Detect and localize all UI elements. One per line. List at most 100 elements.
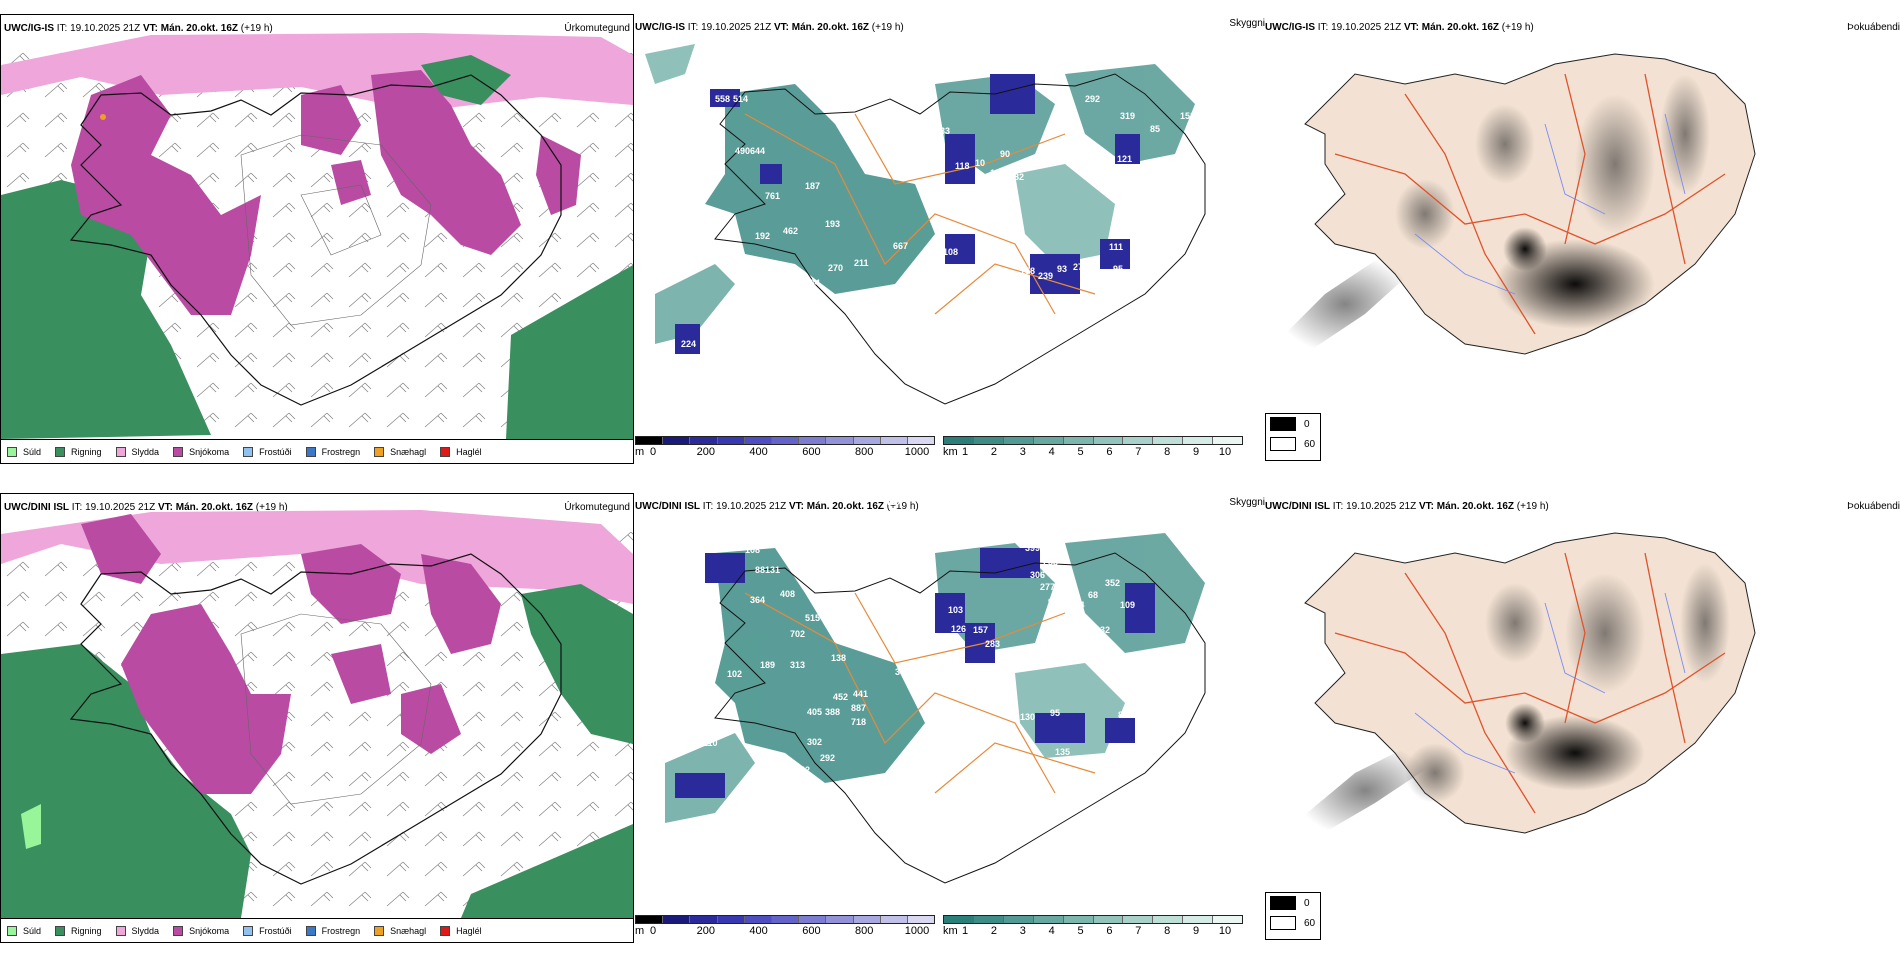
panel-title: UWC/DINI ISL IT: 19.10.2025 21Z VT: Mán.… <box>4 502 288 513</box>
colorbar-tick-label: 600 <box>802 446 821 458</box>
ceiling-label: 118 <box>955 161 970 171</box>
it-value: 19.10.2025 21Z <box>70 23 141 34</box>
legend-swatch <box>440 925 451 936</box>
ceiling-label: 133 <box>935 126 950 136</box>
colorbar-segment <box>944 437 974 444</box>
legend-swatch <box>7 925 17 936</box>
ceiling-label: 388 <box>825 707 840 717</box>
ceiling-colorbar: 0 200 400 600 800 1000 m <box>635 436 935 458</box>
ceiling-label: 90 <box>941 685 951 695</box>
ceiling-label: 306 <box>1030 570 1045 580</box>
ceiling-label: 103 <box>948 605 963 615</box>
ceiling-label: 702 <box>790 629 805 639</box>
legend-swatch <box>305 446 316 457</box>
model-name: UWC/DINI ISL <box>635 501 700 512</box>
colorbar-segment <box>1123 437 1154 444</box>
ceiling-colorbar-ticks: 0 200 400 600 800 1000 <box>635 446 935 458</box>
colorbar-segment <box>880 437 908 444</box>
legend-item-haglel: Haglél <box>440 446 482 457</box>
ceiling-label: 182 <box>1009 172 1024 182</box>
ceiling-label: 84 <box>1118 710 1128 720</box>
colorbar-tick-label: 1 <box>961 925 969 937</box>
colorbar-segment <box>663 916 691 923</box>
ceiling-label: 644 <box>750 146 765 156</box>
colorbar-tick-label: 0 <box>649 446 657 458</box>
legend-item-frostregn: Frostregn <box>305 925 361 936</box>
ceiling-unit: m <box>635 925 645 937</box>
legend-item-haglel: Haglél <box>440 925 482 936</box>
legend-label: Súld <box>23 925 42 936</box>
colorbar-tick-label: 9 <box>1193 925 1200 937</box>
colorbar-tick-label: 7 <box>1135 925 1142 937</box>
ceiling-label: 157 <box>973 625 988 635</box>
lead-time: (+19 h) <box>1501 22 1534 33</box>
ceiling-label: 452 <box>833 692 848 702</box>
cloudiness-legend: 0 60 <box>1265 413 1321 461</box>
visibility-colorbar-strip <box>943 436 1243 445</box>
legend-item-snaehagl: Snæhagl <box>374 925 426 936</box>
colorbar-tick-label: 3 <box>1019 446 1026 458</box>
model-name: UWC/IG-IS <box>4 23 54 34</box>
ceiling-label: 110 <box>703 738 718 748</box>
colorbar-segment <box>799 437 827 444</box>
colorbar-segment <box>744 916 772 923</box>
colorbar-segment <box>1093 437 1124 444</box>
visibility-colorbar: 1 2 3 4 5 6 7 8 9 10 km <box>943 436 1243 458</box>
vt-value: Mán. 20.okt. 16Z <box>806 501 884 512</box>
panel-title: UWC/IG-IS IT: 19.10.2025 21Z VT: Mán. 20… <box>635 22 904 33</box>
colorbar-tick-label: 800 <box>855 446 874 458</box>
legend-item-frostudi: Frostúði <box>243 925 292 936</box>
colorbar-tick-label: 7 <box>1135 446 1142 458</box>
colorbar-segment <box>853 916 881 923</box>
ceiling-label: 313 <box>790 660 805 670</box>
visibility-unit: km <box>943 925 958 937</box>
colorbar-tick-label: 400 <box>749 925 768 937</box>
ceiling-label: 108 <box>943 247 958 257</box>
vt-value: Mán. 20.okt. 16Z <box>1421 22 1499 33</box>
cloud-legend-swatch <box>1270 437 1296 451</box>
legend-label: Frostregn <box>321 925 361 936</box>
it-value: 19.10.2025 21Z <box>716 501 787 512</box>
colorbar-tick-label: 6 <box>1106 446 1113 458</box>
ceiling-label: 408 <box>780 589 795 599</box>
ceiling-label: 131 <box>765 565 780 575</box>
it-label: IT: <box>687 22 699 33</box>
cloudiness-map: UWC/IG-IS IT: 19.10.2025 21Z VT: Mán. 20… <box>1265 14 1900 462</box>
it-value: 19.10.2025 21Z <box>1346 501 1417 512</box>
colorbar-segment <box>907 437 935 444</box>
ceiling-label: 292 <box>1085 94 1100 104</box>
ceiling-label: 302 <box>807 737 822 747</box>
panel-title: UWC/DINI ISL IT: 19.10.2025 21Z VT: Mán.… <box>635 501 919 512</box>
ceiling-label: 135 <box>1055 747 1070 757</box>
visibility-plot: 558 514 490 644 761 187 193 462 192 148 … <box>645 44 1206 405</box>
ceiling-label: 364 <box>750 595 765 605</box>
ceiling-label: 410 <box>885 497 900 507</box>
legend-label: Slydda <box>131 446 160 457</box>
colorbar-segment <box>636 916 664 923</box>
cloud-legend-swatch <box>1270 417 1296 431</box>
ceiling-label: 108 <box>745 545 760 555</box>
it-value: 19.10.2025 21Z <box>1331 22 1402 33</box>
model-name: UWC/IG-IS <box>1265 22 1315 33</box>
lead-time: (+19 h) <box>240 23 273 34</box>
colorbar-segment <box>717 437 745 444</box>
ceiling-colorbar-strip <box>635 915 935 924</box>
ceiling-label: 111 <box>1109 242 1123 252</box>
ceiling-label: 19 <box>1045 658 1055 668</box>
visibility-map: UWC/IG-IS IT: 19.10.2025 21Z VT: Mán. 20… <box>635 14 1265 462</box>
colorbar-tick-label: 200 <box>696 925 715 937</box>
legend-item-snjokoma: Snjókoma <box>173 446 229 457</box>
ceiling-label: 434 <box>805 278 820 288</box>
ceiling-label: 114 <box>1070 600 1085 610</box>
legend-swatch <box>305 925 316 936</box>
legend-item-frostudi: Frostúði <box>243 446 292 457</box>
ceiling-label: 192 <box>755 231 770 241</box>
colorbar-segment <box>1123 916 1154 923</box>
cloud-legend-label: 0 <box>1304 418 1310 430</box>
ceiling-label: 346 <box>895 667 910 677</box>
ceiling-label: 258 <box>1043 557 1058 567</box>
colorbar-tick-label: 1000 <box>904 925 930 937</box>
colorbar-segment <box>907 916 935 923</box>
colorbar-tick-label: 9 <box>1193 446 1200 458</box>
colorbar-segment <box>826 916 854 923</box>
